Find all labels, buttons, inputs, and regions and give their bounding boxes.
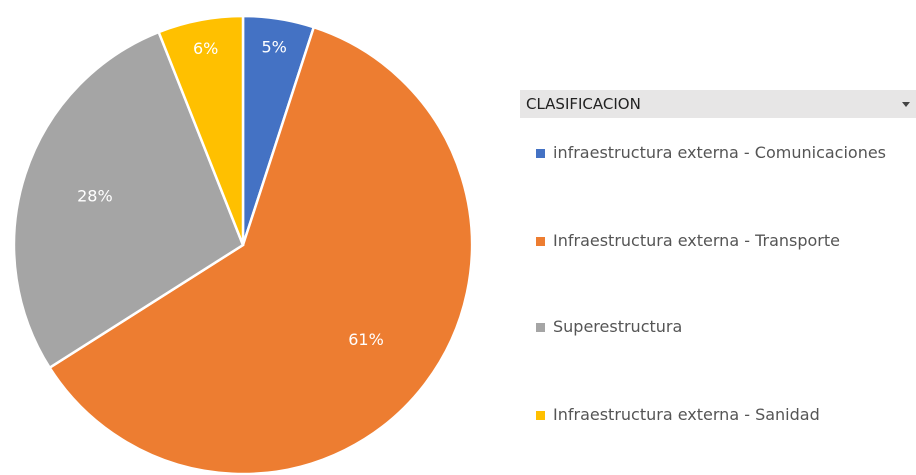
legend-label: Infraestructura externa - Sanidad [553, 405, 820, 424]
legend-label: infraestructura externa - Comunicaciones [553, 143, 887, 162]
pie-slice [157, 14, 245, 246]
data-label: 61% [348, 330, 384, 349]
pie-slice [12, 30, 245, 370]
pie-area: 5% 61% 28% 6% [12, 14, 474, 475]
legend-label: Infraestructura externa - Transporte [553, 231, 840, 250]
legend-filter[interactable]: CLASIFICACION [520, 90, 916, 118]
legend-swatch [536, 411, 545, 420]
legend-item: Infraestructura externa - Sanidad [536, 402, 888, 428]
legend-label: Superestructura [553, 317, 683, 336]
data-label: 28% [77, 186, 113, 205]
legend-swatch [536, 149, 545, 158]
dropdown-arrow[interactable] [902, 102, 910, 107]
legend-item: Infraestructura externa - Transporte [536, 228, 888, 254]
pie-slice [47, 25, 474, 475]
legend-item: infraestructura externa - Comunicaciones [536, 140, 888, 166]
legend-title: CLASIFICACION [526, 95, 641, 113]
data-label: 5% [261, 38, 286, 57]
legend-swatch [536, 323, 545, 332]
data-label: 6% [193, 39, 218, 58]
legend-swatch [536, 237, 545, 246]
legend-item: Superestructura [536, 314, 888, 340]
